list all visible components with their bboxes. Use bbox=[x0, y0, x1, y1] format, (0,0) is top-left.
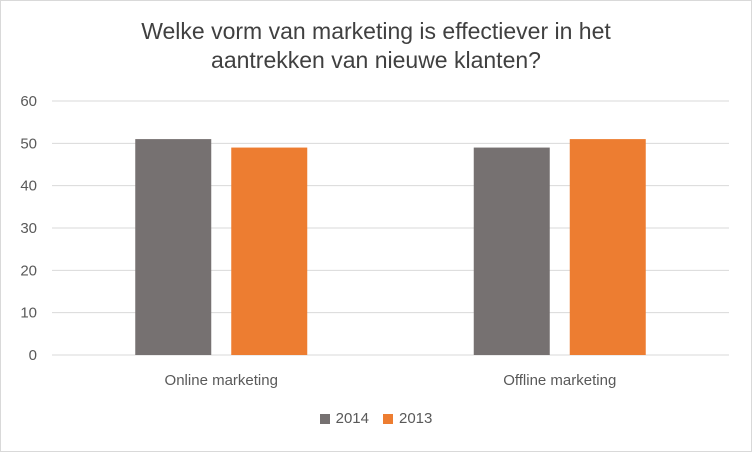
y-tick-label: 40 bbox=[20, 178, 37, 195]
legend-swatch-2014 bbox=[319, 413, 330, 424]
legend-swatch-2013 bbox=[383, 413, 393, 424]
legend: 2014 2013 bbox=[1, 410, 751, 427]
legend-label-2013: 2013 bbox=[399, 410, 433, 427]
y-tick-label: 50 bbox=[20, 135, 37, 152]
bar-2013-1 bbox=[569, 139, 646, 355]
y-tick-label: 0 bbox=[29, 347, 37, 364]
legend-label-2014: 2014 bbox=[335, 410, 369, 427]
y-tick-label: 20 bbox=[20, 262, 37, 279]
legend-item-2013: 2013 bbox=[383, 410, 432, 427]
bar-2014-0 bbox=[135, 139, 212, 355]
y-tick-label: 10 bbox=[20, 305, 37, 322]
y-tick-label: 60 bbox=[20, 93, 37, 110]
x-tick-label: Offline marketing bbox=[503, 372, 616, 389]
bar-2014-1 bbox=[473, 147, 550, 355]
y-tick-label: 30 bbox=[20, 220, 37, 237]
chart-title: Welke vorm van marketing is effectiever … bbox=[141, 18, 611, 73]
legend-item-2014: 2014 bbox=[319, 410, 369, 427]
x-tick-label: Online marketing bbox=[165, 372, 278, 389]
bar-2013-0 bbox=[231, 147, 308, 355]
